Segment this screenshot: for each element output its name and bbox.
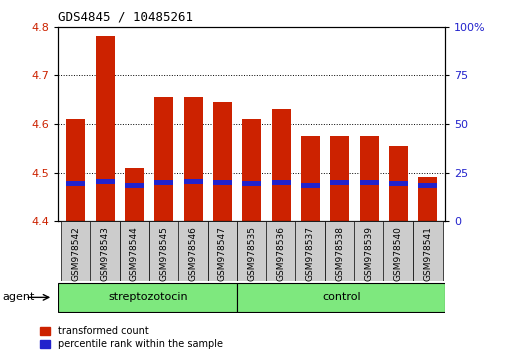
Text: GSM978542: GSM978542 — [71, 226, 80, 281]
Bar — [95, 36, 115, 221]
Bar — [207, 221, 237, 281]
Bar — [300, 183, 319, 188]
Bar — [90, 221, 120, 281]
Text: GSM978538: GSM978538 — [334, 226, 343, 281]
Text: GSM978544: GSM978544 — [130, 226, 139, 281]
Bar — [236, 221, 266, 281]
Bar — [178, 221, 208, 281]
Bar — [58, 283, 237, 312]
Bar — [417, 183, 436, 188]
Bar — [148, 221, 178, 281]
Text: GSM978537: GSM978537 — [306, 226, 314, 281]
Bar — [266, 221, 295, 281]
Bar — [388, 181, 407, 186]
Text: control: control — [321, 292, 360, 302]
Bar — [237, 283, 444, 312]
Text: GDS4845 / 10485261: GDS4845 / 10485261 — [58, 11, 193, 24]
Bar — [359, 180, 378, 185]
Text: agent: agent — [3, 292, 35, 302]
Bar — [412, 221, 442, 281]
Bar — [383, 221, 413, 281]
Bar — [213, 180, 231, 185]
Bar — [271, 109, 290, 221]
Bar — [61, 221, 90, 281]
Text: GSM978540: GSM978540 — [393, 226, 402, 281]
Bar — [95, 179, 115, 184]
Bar — [242, 181, 261, 186]
Text: GSM978547: GSM978547 — [218, 226, 226, 281]
Text: GSM978545: GSM978545 — [159, 226, 168, 281]
Text: streptozotocin: streptozotocin — [108, 292, 187, 302]
Bar — [300, 136, 319, 221]
Bar — [271, 180, 290, 185]
Text: GSM978543: GSM978543 — [100, 226, 110, 281]
Bar — [324, 221, 354, 281]
Bar — [330, 180, 348, 185]
Bar — [330, 136, 348, 221]
Bar — [183, 179, 202, 184]
Legend: transformed count, percentile rank within the sample: transformed count, percentile rank withi… — [40, 326, 222, 349]
Bar — [388, 146, 407, 221]
Bar — [154, 180, 173, 185]
Text: GSM978539: GSM978539 — [364, 226, 373, 281]
Bar — [125, 168, 144, 221]
Text: GSM978536: GSM978536 — [276, 226, 285, 281]
Bar — [295, 221, 325, 281]
Bar — [417, 177, 436, 221]
Text: GSM978546: GSM978546 — [188, 226, 197, 281]
Bar — [66, 181, 85, 186]
Text: GSM978535: GSM978535 — [247, 226, 256, 281]
Bar — [183, 97, 202, 221]
Text: GSM978541: GSM978541 — [422, 226, 431, 281]
Bar — [154, 97, 173, 221]
Bar — [119, 221, 149, 281]
Bar — [359, 136, 378, 221]
Bar — [354, 221, 383, 281]
Bar — [125, 183, 144, 188]
Bar — [242, 119, 261, 221]
Bar — [213, 102, 231, 221]
Bar — [66, 119, 85, 221]
